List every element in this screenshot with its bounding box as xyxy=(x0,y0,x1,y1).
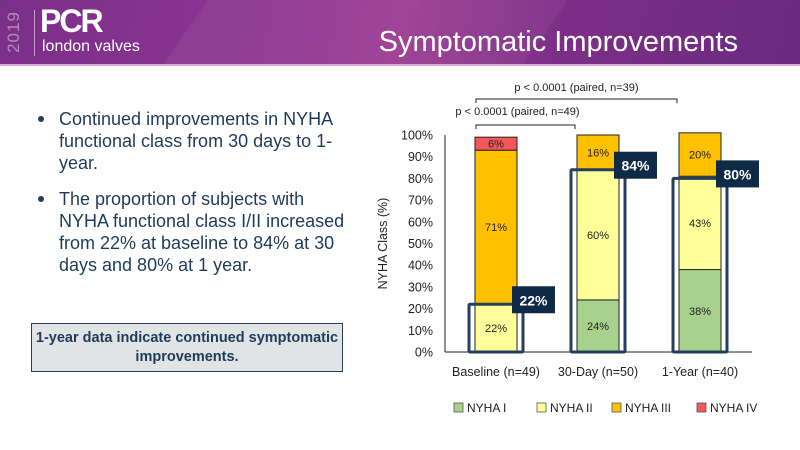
bullet-list: Continued improvements in NYHA functiona… xyxy=(36,108,356,290)
bar-segment-nyha-ii xyxy=(678,175,722,271)
significance-bracket xyxy=(475,98,678,103)
legend-label: NYHA II xyxy=(550,401,593,415)
logo-brand: PCR xyxy=(40,3,104,39)
bullet-item: Continued improvements in NYHA functiona… xyxy=(36,108,356,174)
y-tick-label: 20% xyxy=(408,302,433,316)
callout-text: 1-year data indicate continued symptomat… xyxy=(35,329,339,365)
segment-data-label: 43% xyxy=(689,218,711,230)
segment-data-label: 24% xyxy=(587,321,609,333)
slide-header: 2019 PCR london valves Symptomatic Impro… xyxy=(0,0,800,66)
y-tick-label: 40% xyxy=(408,259,433,273)
p-value-annotation: p < 0.0001 (paired, n=49) xyxy=(455,106,579,118)
highlight-value-box xyxy=(614,151,657,179)
y-tick-label: 30% xyxy=(408,280,433,294)
highlight-outline xyxy=(569,168,627,354)
segment-data-label: 6% xyxy=(488,139,504,151)
highlight-outline xyxy=(671,176,729,354)
significance-bracket xyxy=(475,124,576,129)
highlight-value-box xyxy=(716,160,759,188)
highlight-outline xyxy=(467,302,525,354)
y-tick-label: 90% xyxy=(408,150,433,164)
y-tick-label: 10% xyxy=(408,324,433,338)
bar-segment-nyha-iv xyxy=(474,136,518,151)
slide-title: Symptomatic Improvements xyxy=(378,26,738,58)
highlight-value-label: 22% xyxy=(519,292,548,308)
logo-year-text: 2019 xyxy=(4,11,23,53)
nyha-stacked-bar-chart: 0% 10% 20% 30% 40% 50% 60% 70% 80% 90% 100% NYHA Cl… xyxy=(376,82,759,415)
legend-swatch-nyha-i xyxy=(453,402,464,413)
legend-swatch-nyha-iv xyxy=(696,402,707,413)
legend-swatch-nyha-ii xyxy=(536,402,547,413)
segment-data-label: 38% xyxy=(689,306,711,318)
highlight-value-label: 80% xyxy=(723,166,752,182)
p-value-annotation: p < 0.0001 (paired, n=39) xyxy=(514,82,638,94)
bullet-text: Continued improvements in NYHA functiona… xyxy=(59,109,333,173)
y-tick-label: 80% xyxy=(408,172,433,186)
segment-data-label: 16% xyxy=(587,147,609,159)
y-tick-label: 100% xyxy=(401,129,433,143)
bar-segment-nyha-iii xyxy=(678,132,722,177)
bullet-text: The proportion of subjects with NYHA fun… xyxy=(59,189,345,275)
legend-label: NYHA I xyxy=(467,401,506,415)
x-tick-label: Baseline (n=49) xyxy=(452,365,540,379)
bullet-dot-icon xyxy=(38,116,44,122)
segment-data-label: 22% xyxy=(485,323,507,335)
x-tick-label: 1-Year (n=40) xyxy=(662,365,738,379)
callout-box: 1-year data indicate continued symptomat… xyxy=(31,323,343,372)
bar-segment-nyha-iii xyxy=(576,134,620,171)
legend-label: NYHA IV xyxy=(710,401,757,415)
bullet-item: The proportion of subjects with NYHA fun… xyxy=(36,188,356,276)
legend-label: NYHA III xyxy=(625,401,671,415)
y-tick-label: 50% xyxy=(408,237,433,251)
bar-segment-nyha-ii xyxy=(474,303,518,353)
y-axis-title: NYHA Class (%) xyxy=(376,198,390,290)
logo-year: 2019 xyxy=(4,6,23,58)
highlight-value-label: 84% xyxy=(621,158,650,174)
logo-subtitle: london valves xyxy=(42,38,140,55)
y-tick-label: 0% xyxy=(415,346,433,360)
segment-data-label: 60% xyxy=(587,230,609,242)
legend-swatch-nyha-iii xyxy=(611,402,622,413)
bullet-dot-icon xyxy=(38,196,44,202)
segment-data-label: 20% xyxy=(689,150,711,162)
y-tick-label: 60% xyxy=(408,215,433,229)
y-tick-label: 70% xyxy=(408,194,433,208)
x-tick-label: 30-Day (n=50) xyxy=(558,365,638,379)
logo-divider xyxy=(34,10,35,56)
highlight-value-box xyxy=(512,286,555,314)
segment-data-label: 71% xyxy=(485,222,507,234)
